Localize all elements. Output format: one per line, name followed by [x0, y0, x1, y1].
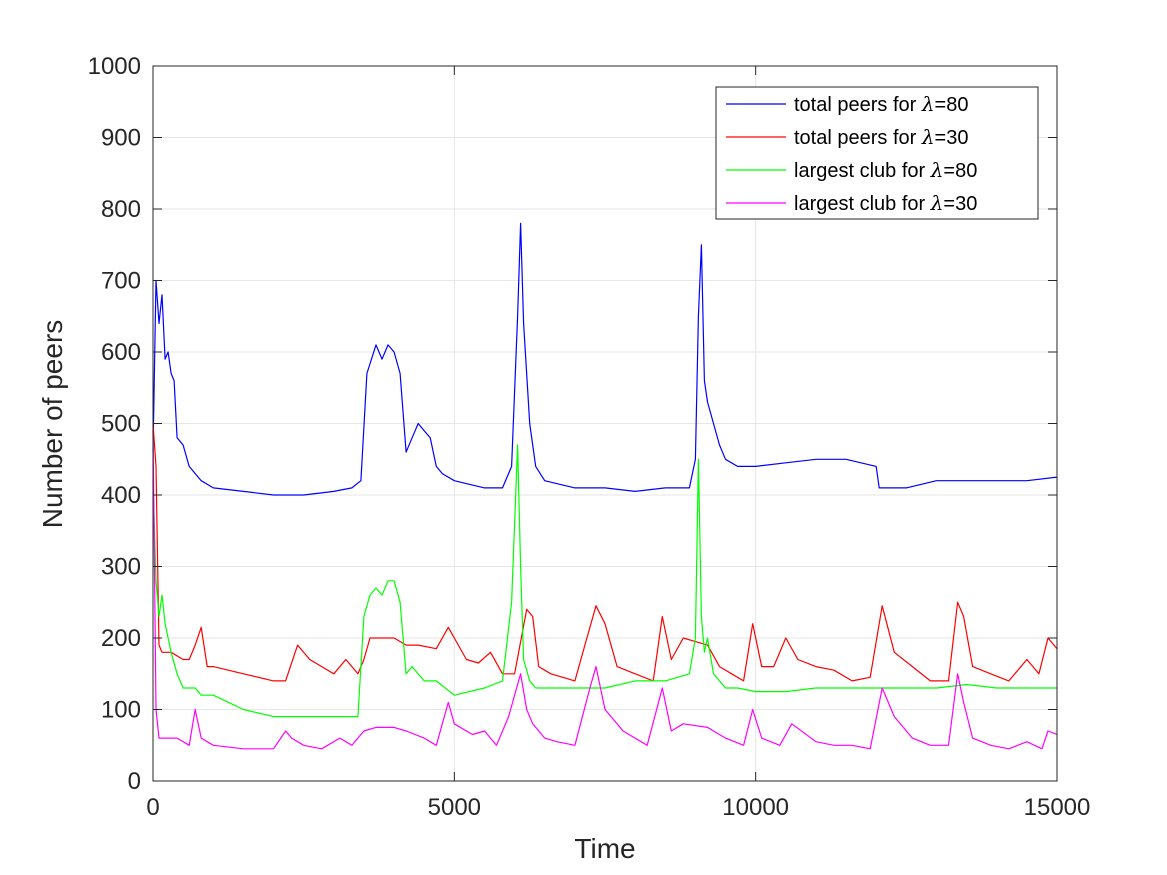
legend: total peers for λ=80 total peers for λ=30… [715, 86, 1039, 220]
x-tick-label: 10000 [722, 794, 789, 821]
y-tick-label: 500 [101, 411, 141, 438]
y-tick-label: 1000 [88, 53, 141, 80]
x-tick-label: 0 [146, 794, 159, 821]
series-line-1 [152, 222, 1058, 496]
y-tick-label: 800 [101, 196, 141, 223]
y-axis-label: Number of peers [37, 320, 68, 529]
y-tick-label: 300 [101, 554, 141, 581]
y-tick-label: 900 [101, 125, 141, 152]
series-line-4 [152, 430, 1058, 750]
y-tick-label: 700 [101, 268, 141, 295]
legend-label-1: total peers for λ=80 [794, 92, 968, 116]
grid-lines [153, 66, 1057, 781]
series-line-3 [152, 444, 1057, 718]
legend-entries: total peers for λ=80 total peers for λ=30… [726, 92, 977, 215]
series-lines [152, 222, 1058, 750]
y-tick-label: 100 [101, 697, 141, 724]
y-tick-label: 600 [101, 339, 141, 366]
legend-label-4: largest club for λ=30 [794, 191, 977, 215]
y-tick-label: 200 [101, 625, 141, 652]
series-line-2 [152, 423, 1058, 682]
y-tick-label: 0 [128, 768, 141, 795]
x-tick-label: 5000 [428, 794, 481, 821]
legend-box [715, 86, 1039, 220]
legend-label-3: largest club for λ=80 [794, 158, 977, 182]
x-axis-label: Time [574, 833, 635, 864]
y-tick-label: 400 [101, 482, 141, 509]
x-tick-label: 15000 [1024, 794, 1091, 821]
legend-label-2: total peers for λ=30 [794, 125, 968, 149]
